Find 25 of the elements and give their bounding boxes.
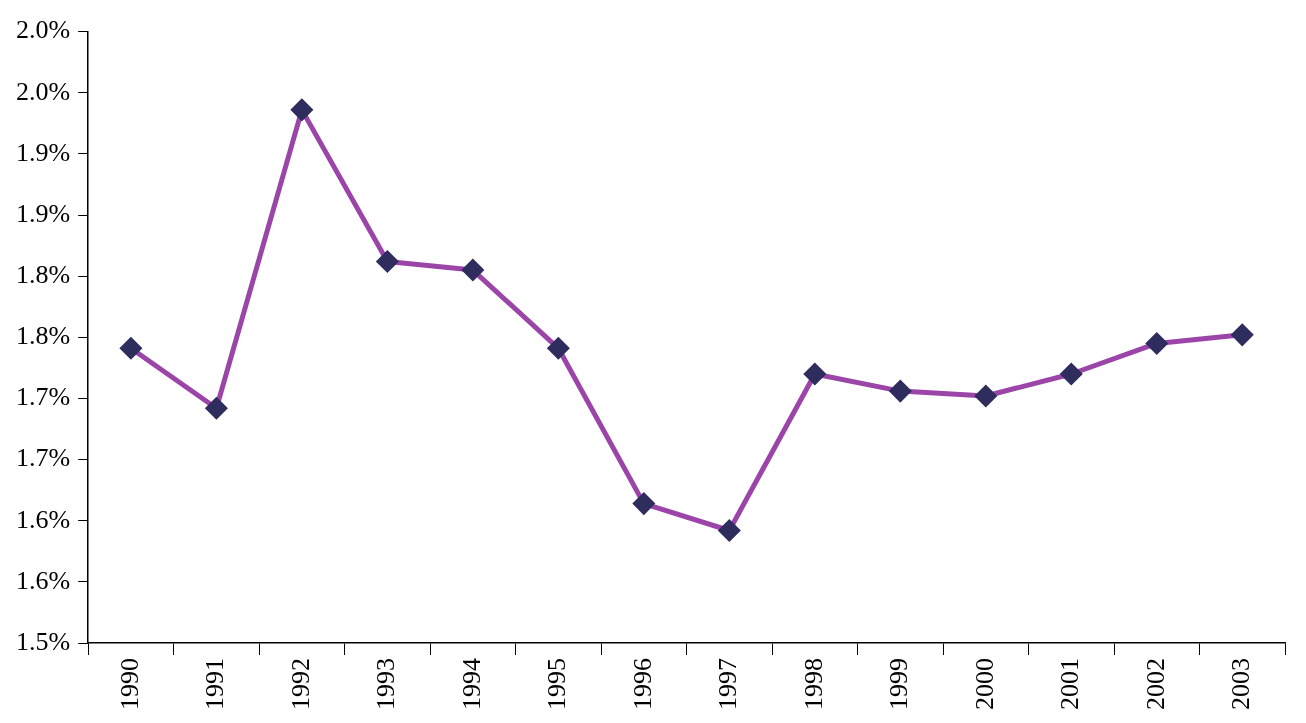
y-tick-label: 1.5% <box>15 626 71 656</box>
x-tick-label: 1992 <box>285 658 315 710</box>
y-tick-label: 1.8% <box>15 321 71 351</box>
x-tick-label: 2003 <box>1226 658 1256 710</box>
y-tick-label: 1.6% <box>15 565 71 595</box>
x-tick-label: 1995 <box>542 658 572 710</box>
y-tick-label: 1.6% <box>15 504 71 534</box>
x-tick-label: 1994 <box>456 658 486 710</box>
x-tick-label: 2000 <box>969 658 999 710</box>
y-tick-label: 1.7% <box>15 443 71 473</box>
y-tick-label: 1.9% <box>15 198 71 228</box>
x-tick-label: 2001 <box>1055 658 1085 710</box>
y-tick-label: 2.0% <box>15 76 71 106</box>
x-tick-label: 1996 <box>627 658 657 710</box>
x-tick-label: 1993 <box>371 658 401 710</box>
x-tick-label: 1997 <box>713 658 743 710</box>
y-tick-label: 1.9% <box>15 137 71 167</box>
x-tick-label: 1991 <box>200 658 230 710</box>
x-tick-label: 1999 <box>884 658 914 710</box>
y-tick-label: 1.8% <box>15 259 71 289</box>
y-tick-label: 2.0% <box>15 15 71 45</box>
x-tick-label: 1998 <box>798 658 828 710</box>
x-tick-label: 1990 <box>114 658 144 710</box>
x-tick-label: 2002 <box>1140 658 1170 710</box>
y-tick-label: 1.7% <box>15 382 71 412</box>
